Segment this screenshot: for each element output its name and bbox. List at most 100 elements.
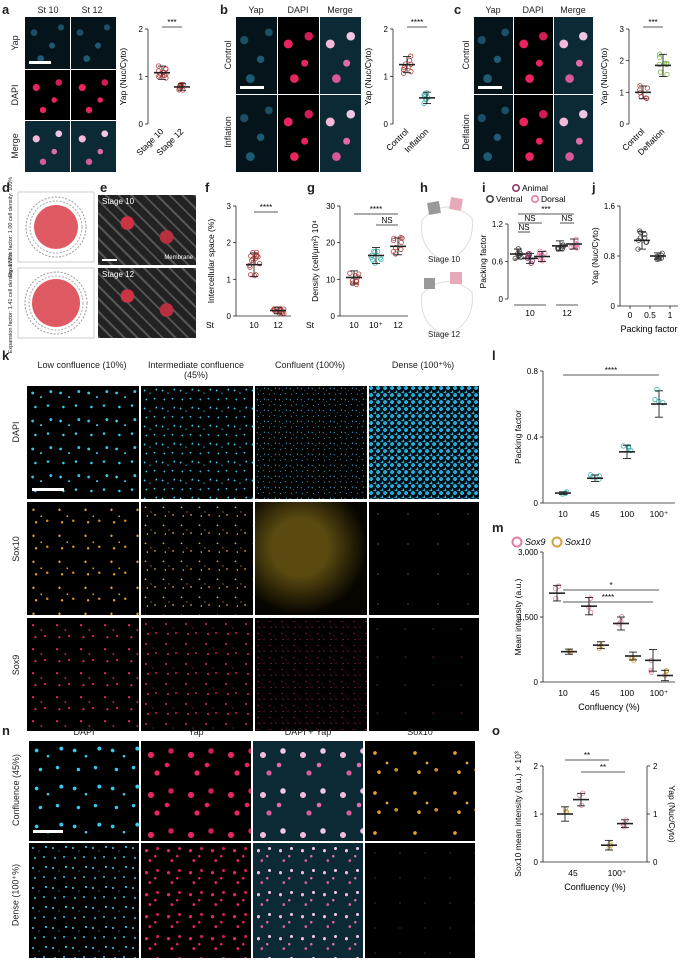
k-micrograph [27,502,139,615]
data-point [163,75,169,81]
d-label: Expansion factor: 1.41 cell density: 177… [8,252,14,354]
a-micrograph [71,70,116,120]
y-tick-label: 1 [227,275,232,284]
significance-label: NS [381,216,392,225]
significance-label: **** [370,205,382,214]
c-row-label: Deflation [461,114,471,150]
b-col-label: Yap [248,5,264,15]
b-micrograph [278,17,319,94]
data-point [644,85,650,91]
y-tick-label: 3,000 [518,548,539,557]
n-col-label: DAPI + Yap [284,727,332,737]
data-point [248,253,254,259]
significance-label: *** [541,205,550,214]
data-point [163,66,169,72]
x-tick-label: 10 [558,509,568,519]
e-micrograph: Stage 12 [98,268,196,338]
panel-e-letter: e [100,180,108,195]
x-tick-label: 0.5 [644,310,656,320]
data-point [398,246,404,252]
x-tick-label: 10 [249,320,259,330]
k-micrograph [141,502,253,615]
y-axis-label: Packing factor [478,234,488,288]
x-tick-label: 12 [393,320,403,330]
data-point [556,583,562,589]
n-micrograph [253,843,363,958]
k-micrograph [255,502,367,615]
x-tick-label: 100⁺ [650,509,669,519]
data-point [378,256,384,263]
significance-label: NS [518,223,529,232]
data-point [372,260,378,266]
panel-c-letter: c [454,2,462,17]
y-tick-label: 0.4 [527,433,539,442]
data-point [253,249,260,255]
k-col-label: Intermediate confluence (45%) [147,360,245,380]
b-row-label: Inflation [223,116,233,148]
y-tick-label: 0 [534,858,539,867]
k-row-label: Sox10 [11,536,21,562]
legend-marker [530,195,539,204]
panel-g-letter: g [307,180,315,195]
panel-l-letter: l [492,348,496,363]
y-tick-label: 1 [620,88,625,97]
a-col-label: St 10 [37,5,59,15]
b-col-label: Merge [327,5,353,15]
x-axis-label: Packing factor [620,324,677,334]
y-axis-label: Yap (Nuc/Cyto) [590,227,600,285]
n-micrograph [29,843,139,958]
k-micrograph [27,386,139,499]
y-tick-label: 0.6 [492,258,504,267]
c-micrograph [514,95,553,172]
n-col-label: Sox10 [407,727,433,737]
b-micrograph [320,17,361,94]
x-tick-label: 12 [273,320,283,330]
panel-m-letter: m [492,520,504,535]
panel-j-letter: j [592,180,596,195]
data-point [349,278,356,284]
significance-label: NS [561,214,572,223]
a-micrograph [71,121,116,172]
k-micrograph [369,618,479,731]
significance-label: * [609,581,612,590]
panel-a-letter: a [2,2,10,17]
x-tick-label: 45 [568,868,578,878]
k-micrograph [255,386,367,499]
a-micrograph [25,121,70,172]
e-micrograph: Stage 10 Membrane [98,195,196,265]
data-point [347,270,353,276]
data-point [375,248,381,255]
y-tick-label: 2 [227,239,232,248]
significance-label: ** [584,751,590,760]
data-point [621,824,627,830]
c-col-label: DAPI [522,5,544,15]
y-tick-label: 0.8 [604,252,616,261]
chart-o: 0 1 2 Sox10 mean intensity (a.u.) × 10³ 0 1 2 Y… [513,751,677,892]
k-micrograph [27,618,139,731]
data-point [423,96,429,102]
data-point [638,229,644,236]
b-micrograph [278,95,319,172]
c-row-label: Control [461,40,471,70]
significance-label: NS [524,214,535,223]
n-row-label: Confluence (45%) [11,753,21,827]
y-tick-label: 0 [534,678,539,687]
k-micrograph [369,386,479,499]
c-micrograph [474,17,513,94]
c-micrograph [554,95,593,172]
a-col-label: St 12 [81,5,103,15]
panel-i-letter: i [482,180,486,195]
b-micrograph [236,17,277,94]
k-micrograph [369,502,479,615]
data-point [542,250,548,256]
x-tick-label: 1 [668,310,673,320]
y-tick-label: 10 [326,275,335,284]
data-point [247,272,254,278]
b-row-label: Control [223,40,233,70]
k-micrograph [141,618,253,731]
y-tick-label: 3 [620,25,625,34]
data-point [663,668,669,674]
